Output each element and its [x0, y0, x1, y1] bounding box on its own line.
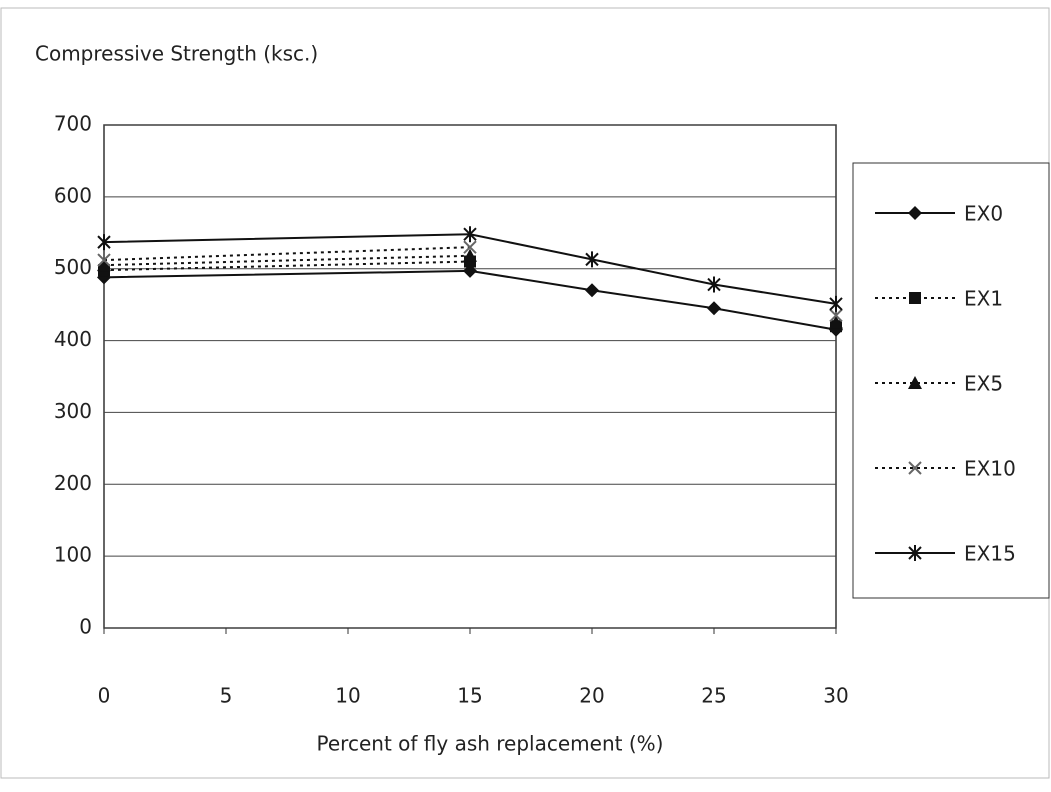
x-tick-label: 10	[335, 684, 360, 708]
marker	[463, 226, 477, 243]
x-tick-label: 20	[579, 684, 604, 708]
marker	[463, 248, 477, 262]
marker	[829, 315, 843, 329]
y-tick-label: 0	[79, 615, 92, 639]
plot-area	[103, 124, 837, 629]
y-tick-label: 400	[54, 327, 92, 351]
marker	[908, 545, 922, 561]
x-tick-label: 30	[823, 684, 848, 708]
x-tick-label: 0	[98, 684, 111, 708]
x-tick-label: 5	[220, 684, 233, 708]
marker	[707, 301, 721, 316]
marker	[909, 292, 921, 304]
y-tick-label: 500	[54, 255, 92, 279]
x-tick-label: 25	[701, 684, 726, 708]
legend-label: EX5	[964, 372, 1003, 396]
marker	[707, 276, 721, 293]
legend-label: EX0	[964, 202, 1003, 226]
legend-label: EX1	[964, 287, 1003, 311]
legend-label: EX15	[964, 542, 1016, 566]
marker	[908, 376, 922, 389]
y-tick-label: 200	[54, 471, 92, 495]
marker	[585, 251, 599, 268]
y-tick-label: 600	[54, 183, 92, 207]
y-axis-title: Compressive Strength (ksc.)	[35, 42, 318, 66]
marker	[463, 240, 477, 254]
y-tick-label: 300	[54, 399, 92, 423]
y-tick-label: 100	[54, 543, 92, 567]
legend-label: EX10	[964, 457, 1016, 481]
series-line	[103, 269, 837, 331]
legend-box	[852, 162, 1050, 599]
marker	[908, 206, 922, 220]
marker	[97, 253, 111, 267]
marker	[585, 283, 599, 298]
marker	[97, 234, 111, 251]
y-tick-label: 700	[54, 112, 92, 136]
marker	[908, 461, 922, 475]
marker	[829, 295, 843, 312]
marker	[97, 258, 111, 272]
marker	[829, 308, 843, 323]
x-axis-title: Percent of fly ash replacement (%)	[317, 732, 664, 756]
x-tick-label: 15	[457, 684, 482, 708]
